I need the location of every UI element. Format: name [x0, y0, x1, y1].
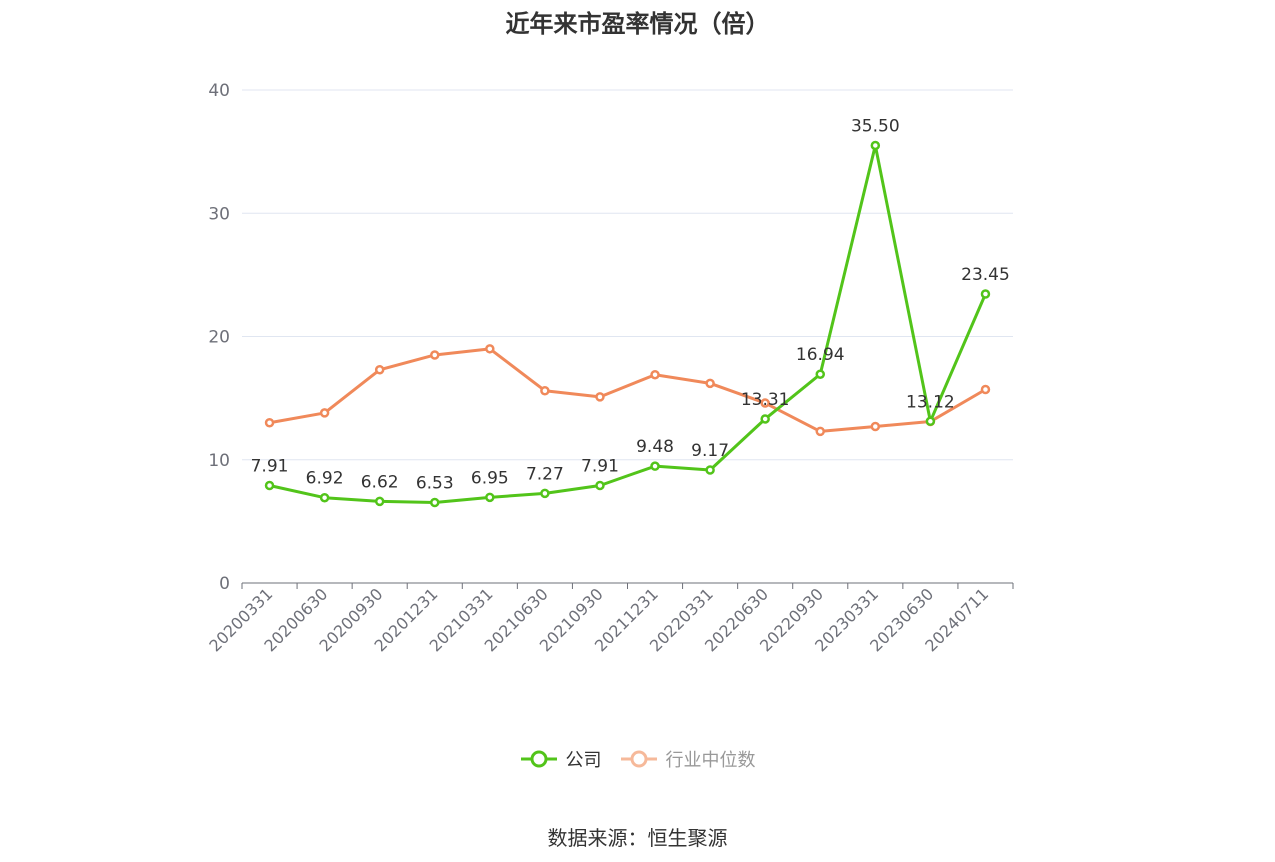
- data-label: 13.31: [741, 390, 790, 410]
- data-point-industry: [980, 384, 991, 395]
- y-tick-label: 10: [208, 451, 230, 471]
- data-label: 7.27: [526, 464, 564, 484]
- data-point-company: [815, 369, 825, 379]
- data-point-industry: [264, 418, 275, 428]
- data-point-company: [870, 140, 881, 151]
- legend-item-company[interactable]: 公司: [520, 746, 602, 772]
- data-label: 9.17: [691, 441, 729, 461]
- line-chart: 0102030402020033120200630202009302020123…: [205, 81, 1014, 655]
- data-point-company: [430, 497, 440, 508]
- data-point-industry: [760, 398, 770, 408]
- legend-company-icon: [520, 750, 557, 768]
- data-point-industry: [870, 421, 881, 432]
- data-label: 6.92: [306, 469, 344, 489]
- series-line-industry: [269, 347, 987, 433]
- data-point-industry: [540, 385, 550, 396]
- chart-title: 近年来市盈率情况（倍）: [505, 10, 770, 38]
- data-label: 6.95: [471, 468, 509, 488]
- legend-industry-label: 行业中位数: [665, 750, 756, 771]
- data-point-industry: [430, 350, 440, 360]
- data-point-company: [760, 414, 770, 424]
- data-label: 7.91: [581, 457, 619, 477]
- data-label: 7.91: [251, 457, 289, 477]
- data-label: 9.48: [636, 437, 674, 457]
- data-point-company: [540, 488, 550, 499]
- legend-company-label: 公司: [565, 750, 602, 771]
- data-point-company: [595, 480, 605, 491]
- grid-lines: [242, 89, 1013, 461]
- data-labels: 7.91 6.92 6.62 6.53 6.95 7.27 7.91 9.48 9.17 13.3…: [251, 116, 1010, 493]
- data-point-industry: [319, 408, 330, 418]
- data-point-industry: [815, 426, 825, 437]
- data-point-industry: [650, 369, 660, 380]
- data-point-company: [980, 289, 991, 299]
- data-label: 13.12: [906, 392, 955, 412]
- data-point-industry: [485, 344, 495, 354]
- data-point-company: [705, 465, 715, 475]
- y-tick-label: 0: [219, 574, 230, 594]
- axes: 0102030402020033120200630202009302020123…: [205, 81, 1014, 655]
- y-tick-label: 30: [208, 204, 230, 224]
- data-point-company: [925, 416, 936, 427]
- data-point-company: [485, 492, 495, 503]
- data-source: 数据来源：恒生聚源: [547, 826, 728, 850]
- data-label: 23.45: [961, 265, 1010, 285]
- data-point-industry: [705, 378, 715, 389]
- data-point-industry: [374, 365, 385, 375]
- data-label: 35.50: [851, 116, 900, 136]
- legend-item-industry[interactable]: 行业中位数: [620, 746, 756, 772]
- data-label: 16.94: [796, 345, 845, 365]
- data-point-industry: [595, 392, 605, 402]
- data-point-company: [264, 480, 275, 491]
- legend: 公司 行业中位数: [0, 746, 1275, 772]
- data-point-company: [650, 461, 660, 471]
- data-label: 6.62: [361, 472, 399, 492]
- series-line-company: [269, 143, 987, 505]
- data-point-company: [319, 492, 330, 503]
- legend-industry-icon: [620, 750, 657, 768]
- data-point-company: [374, 496, 385, 507]
- series: [264, 140, 991, 508]
- y-tick-label: 20: [208, 328, 230, 348]
- data-label: 6.53: [416, 474, 454, 494]
- y-tick-label: 40: [208, 81, 230, 101]
